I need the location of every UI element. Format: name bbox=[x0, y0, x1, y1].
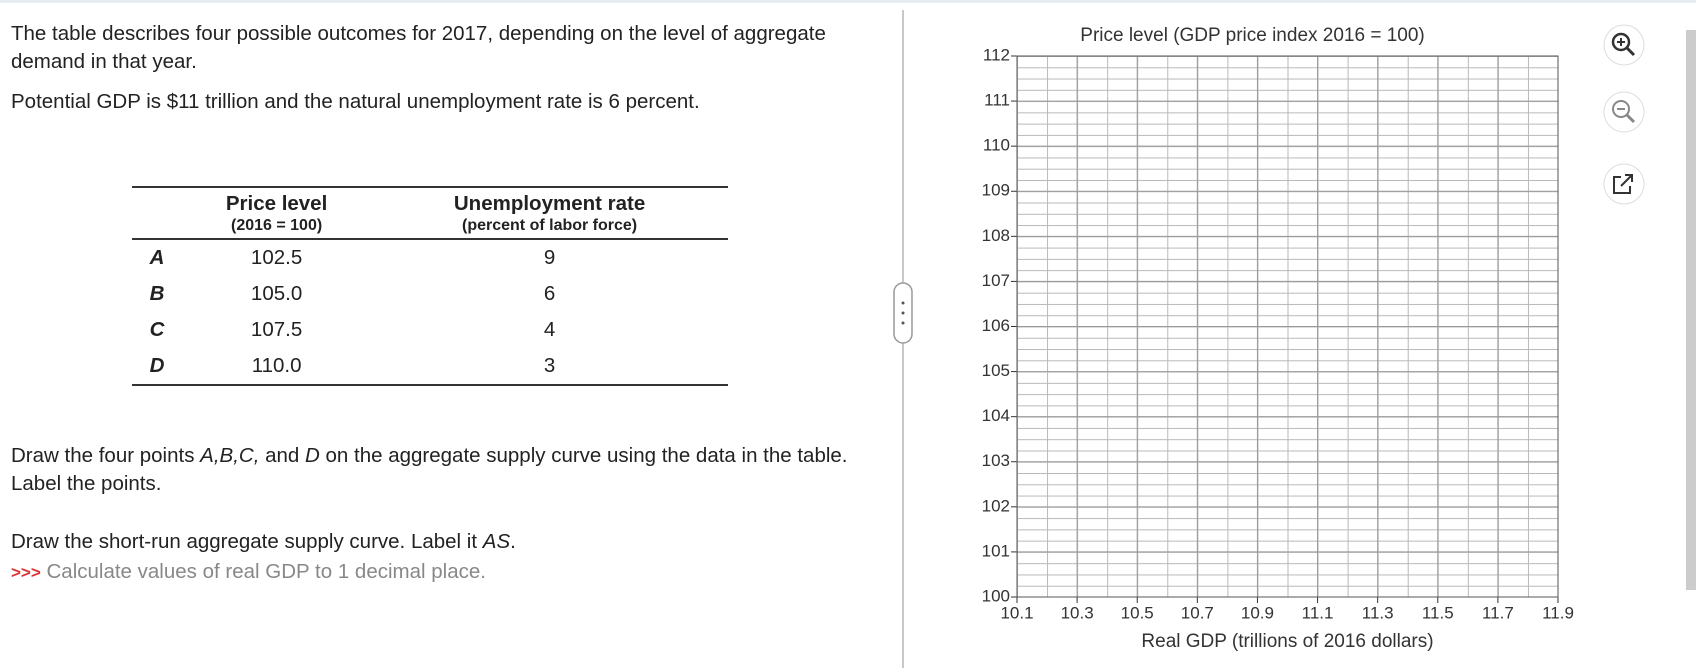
x-tick-label: 11.7 bbox=[1482, 603, 1514, 622]
instruction: Draw the four points A,B,C, and D on the… bbox=[11, 442, 851, 498]
row-label: D bbox=[149, 354, 165, 377]
table-cell: 102.5 bbox=[250, 246, 303, 269]
row-label: B bbox=[149, 282, 165, 305]
table-cell: 9 bbox=[543, 246, 556, 269]
table-row: D 110.0 3 bbox=[132, 348, 728, 385]
open-external[interactable] bbox=[1603, 163, 1645, 205]
x-tick-label: 10.1 bbox=[1000, 603, 1033, 622]
x-tick-label: 11.9 bbox=[1542, 603, 1574, 622]
header-row: Price level (2016 = 100) Unemployment rat… bbox=[132, 187, 728, 239]
header: Unemployment rate bbox=[453, 192, 646, 215]
handle-dot bbox=[901, 311, 905, 315]
text: and bbox=[259, 444, 306, 467]
x-tick-label: 11.1 bbox=[1302, 603, 1334, 622]
table-body: A 102.5 9 B 105.0 6 C 107.5 4 D 110.0 3 bbox=[132, 239, 728, 385]
hint[interactable]: >>> Calculate values of real GDP to 1 de… bbox=[11, 560, 486, 584]
zoom-in[interactable] bbox=[1603, 24, 1645, 66]
row-label: C bbox=[149, 318, 165, 341]
table-row: B 105.0 6 bbox=[132, 276, 728, 312]
x-tick-label: 10.5 bbox=[1121, 603, 1154, 622]
text: AS bbox=[482, 530, 511, 553]
table-row: A 102.5 9 bbox=[132, 239, 728, 276]
plot-frame bbox=[1016, 55, 1559, 598]
y-tick-label: 101 bbox=[982, 541, 1010, 560]
y-tick-label: 104 bbox=[982, 406, 1010, 425]
y-tick-label: 108 bbox=[982, 226, 1010, 245]
x-tick-label: 10.9 bbox=[1241, 603, 1274, 622]
x-tick-label: 11.5 bbox=[1422, 603, 1454, 622]
y-tick-label: 109 bbox=[982, 181, 1010, 200]
table-cell: 105.0 bbox=[250, 282, 303, 305]
text: D bbox=[305, 444, 320, 467]
y-tick-label: 105 bbox=[982, 361, 1010, 380]
text: Draw the four points bbox=[11, 444, 201, 467]
table-cell: 110.0 bbox=[251, 354, 302, 377]
x-tick-label: 10.7 bbox=[1181, 603, 1214, 622]
table-row: C 107.5 4 bbox=[132, 312, 728, 348]
y-tick-label: 110 bbox=[983, 136, 1010, 155]
paragraph: Potential GDP is $11 trillion and the na… bbox=[11, 90, 700, 113]
table-cell: 3 bbox=[543, 354, 556, 377]
top-border bbox=[0, 0, 1696, 3]
y-axis-label: Price level (GDP price index 2016 = 100) bbox=[1080, 25, 1424, 46]
question-text: The table describes four possible outcom… bbox=[11, 20, 841, 128]
y-tick-label: 102 bbox=[982, 496, 1010, 515]
data-table: Price level (2016 = 100) Unemployment rat… bbox=[132, 186, 728, 386]
handle-dot bbox=[901, 301, 905, 305]
hint-arrow[interactable]: >>> bbox=[11, 563, 41, 582]
y-tick-label: 107 bbox=[982, 271, 1010, 290]
header-cell: Price level (2016 = 100) bbox=[182, 187, 371, 239]
table-cell: 6 bbox=[543, 282, 556, 305]
x-axis-label: Real GDP (trillions of 2016 dollars) bbox=[1141, 631, 1433, 652]
text: A,B,C, bbox=[200, 444, 260, 467]
zoom-out[interactable] bbox=[1603, 91, 1645, 133]
text: . bbox=[510, 530, 516, 553]
text: on the aggregate supply curve using the … bbox=[11, 444, 848, 495]
y-tick-label: 112 bbox=[983, 45, 1010, 64]
y-tick-label: 103 bbox=[982, 451, 1010, 470]
table-cell: 4 bbox=[543, 318, 556, 341]
handle-dot bbox=[901, 321, 905, 325]
x-tick-label: 11.3 bbox=[1362, 603, 1394, 622]
paragraph: The table describes four possible outcom… bbox=[11, 22, 826, 73]
y-tick-label: 100 bbox=[982, 586, 1010, 605]
header-sub: (percent of labor force) bbox=[462, 217, 638, 234]
scrollbar[interactable] bbox=[1686, 30, 1696, 590]
y-tick-label: 111 bbox=[984, 91, 1010, 110]
header: Price level bbox=[225, 192, 328, 215]
x-tick-label: 10.3 bbox=[1061, 603, 1094, 622]
table-cell: 107.5 bbox=[250, 318, 303, 341]
row-label: A bbox=[149, 246, 165, 269]
header-cell: Unemployment rate (percent of labor force… bbox=[371, 187, 728, 239]
instruction: Draw the short-run aggregate supply curv… bbox=[11, 528, 851, 556]
y-tick-label: 106 bbox=[982, 316, 1010, 335]
header-sub: (2016 = 100) bbox=[230, 217, 323, 234]
hint-text[interactable]: Calculate values of real GDP to 1 decima… bbox=[46, 560, 486, 583]
text: Draw the short-run aggregate supply curv… bbox=[11, 530, 483, 553]
